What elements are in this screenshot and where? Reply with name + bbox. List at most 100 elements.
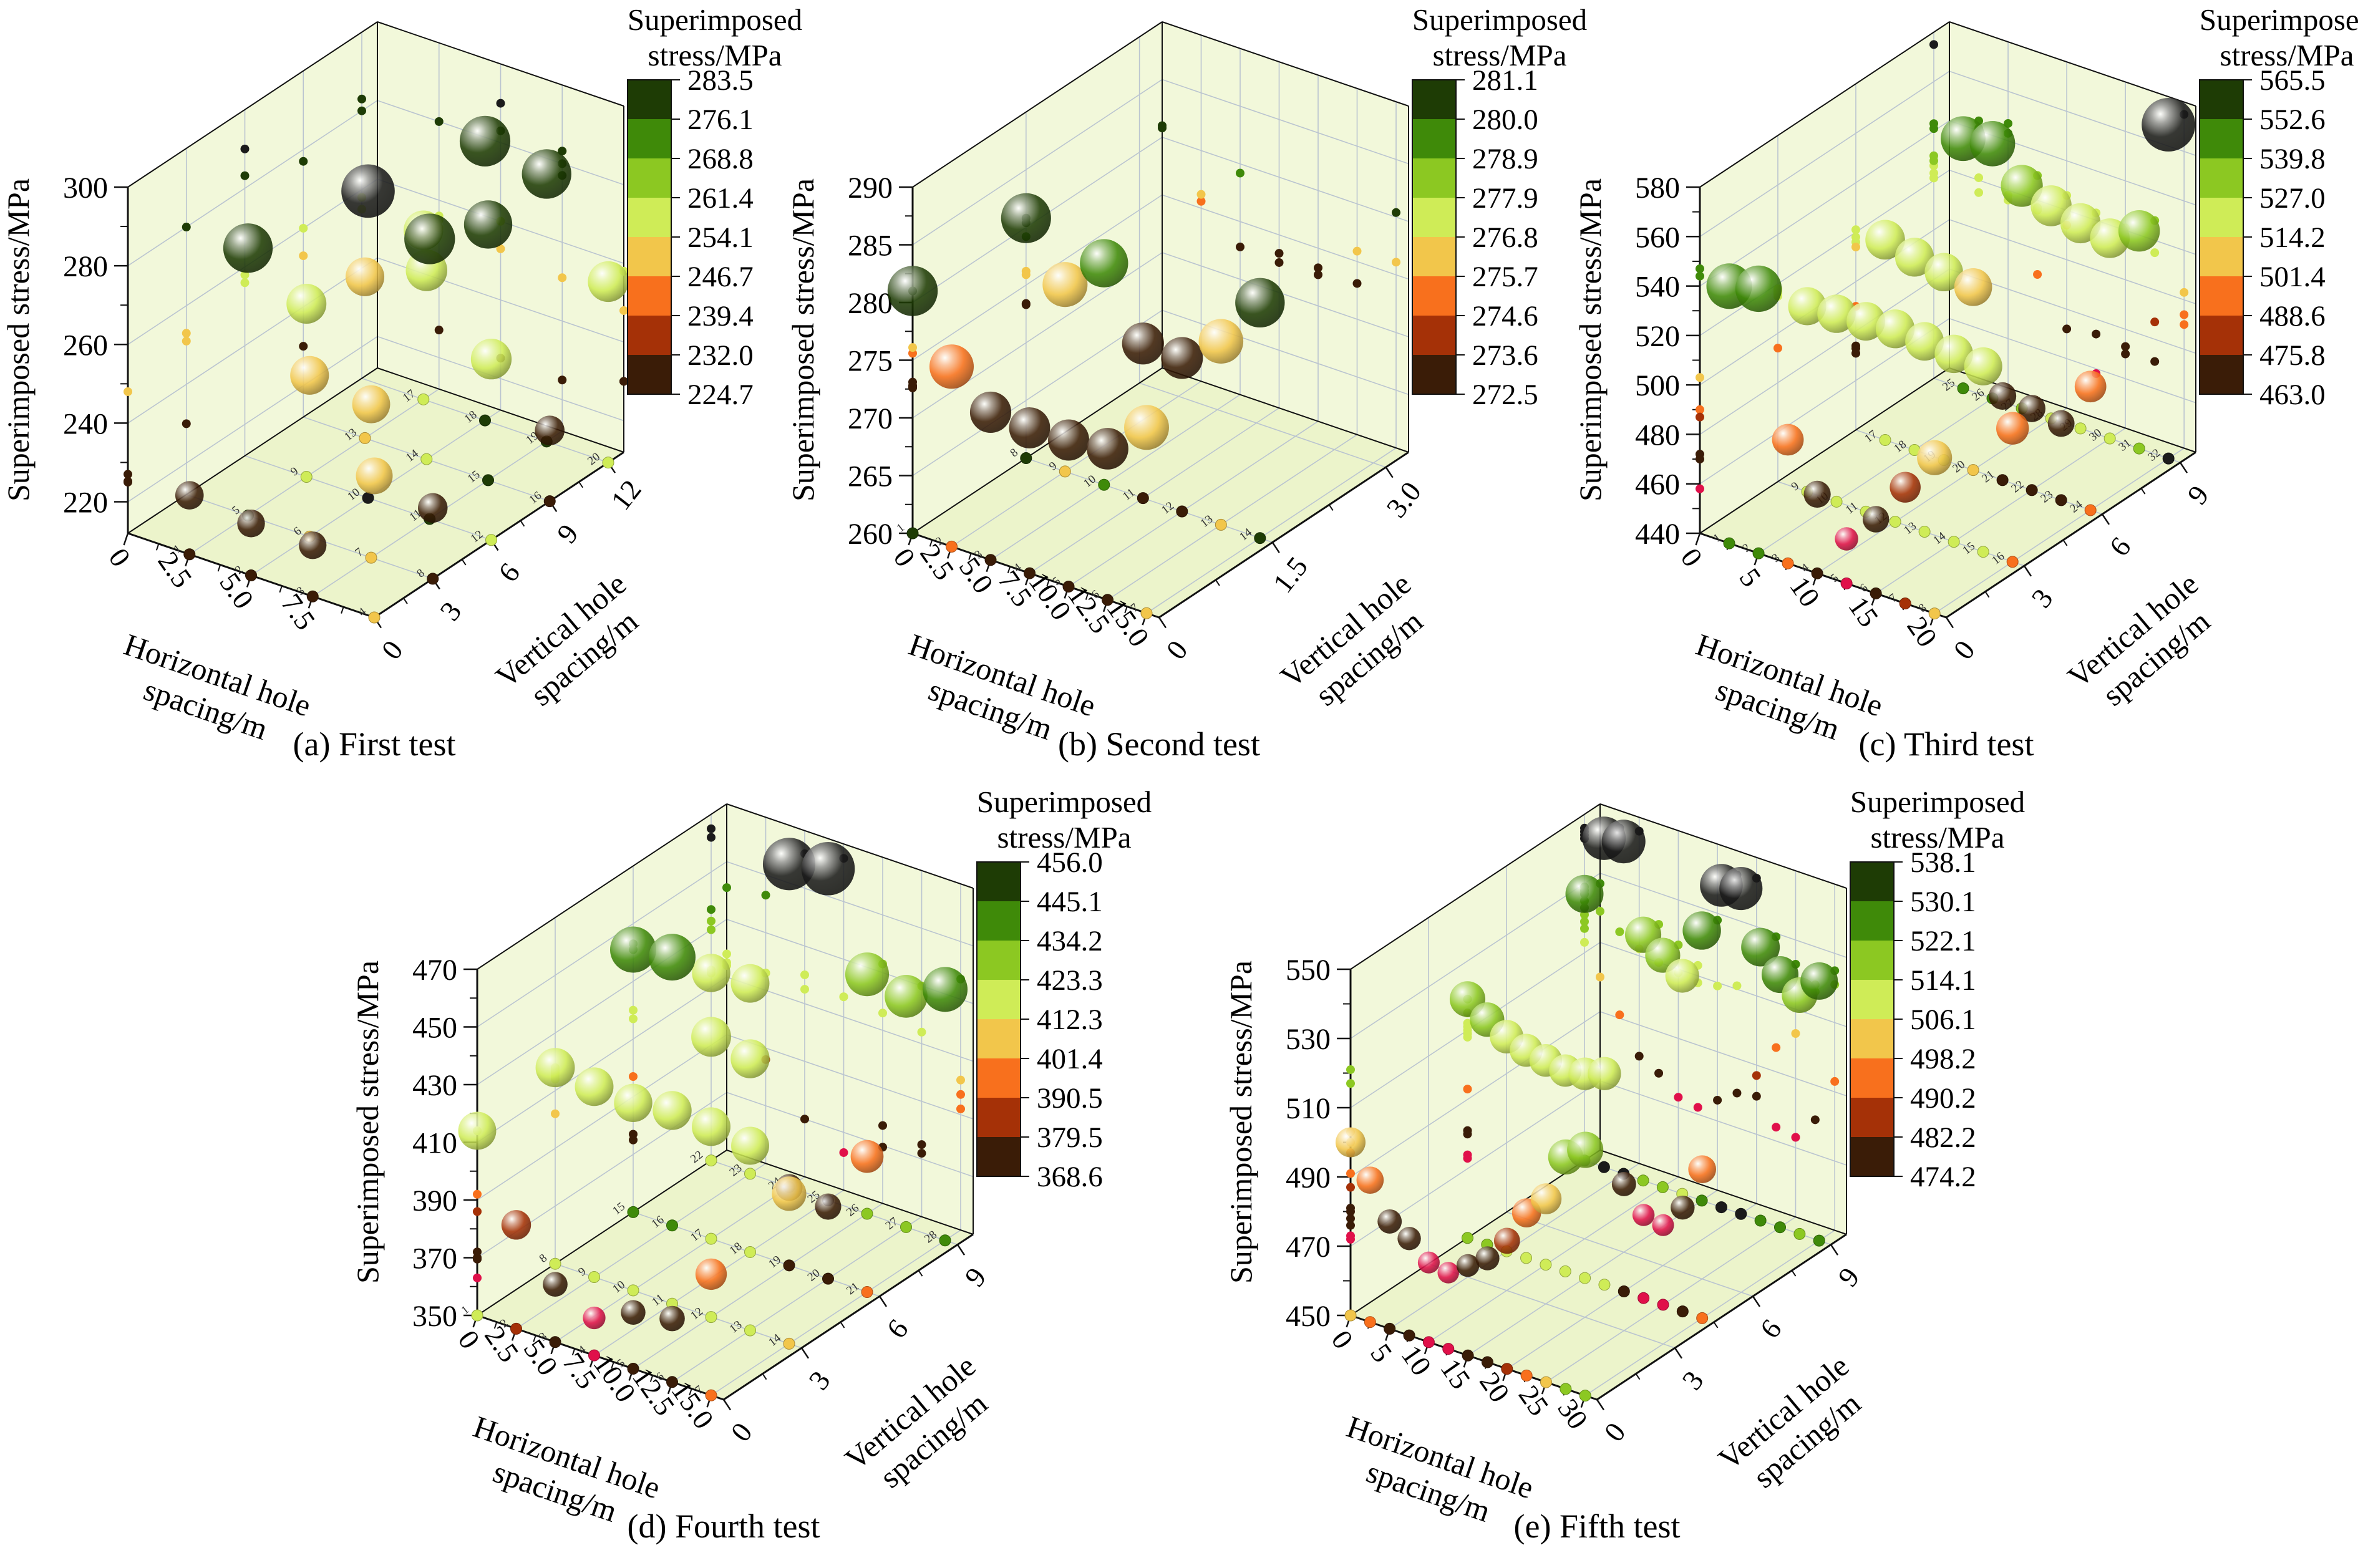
bubble	[614, 1083, 653, 1122]
colorbar-band	[2200, 119, 2243, 158]
bubble	[1788, 287, 1827, 326]
wall-projection-dot	[1696, 271, 1704, 281]
colorbar-band	[1850, 980, 1894, 1019]
wall-projection-dot	[1346, 1183, 1355, 1192]
wall-projection-dot	[1274, 258, 1284, 267]
bubble	[1475, 1246, 1500, 1270]
bubble	[341, 164, 395, 218]
wall-projection-dot	[473, 1273, 482, 1282]
bubble	[887, 266, 938, 316]
bubble	[621, 1300, 646, 1325]
floor-projection-dot	[1520, 1252, 1533, 1264]
grid-line	[477, 976, 727, 1143]
bubble	[175, 481, 204, 510]
floor-projection-dot	[183, 548, 196, 561]
colorbar-band	[628, 158, 671, 198]
wall-projection-dot	[2180, 288, 2189, 297]
wall-projection-dot	[182, 223, 191, 232]
grid-line	[1699, 170, 1950, 336]
wall-projection-dot	[1346, 1065, 1355, 1074]
y-tick-label: 9	[551, 518, 585, 549]
wall-projection-dot	[1580, 937, 1589, 947]
bubble	[522, 149, 571, 199]
colorbar-band	[1412, 237, 1456, 276]
panel-first-test: 0 2.5 5.0 7.5 0 3 6 9 12 220 240 260 280 300 Horizonta…	[0, 0, 836, 786]
bubble	[1735, 265, 1782, 312]
edge	[477, 803, 727, 970]
grid-line	[633, 1203, 883, 1370]
colorbar-band	[977, 941, 1021, 980]
floor-projection-dot	[1540, 1376, 1552, 1388]
bubble	[2001, 165, 2043, 207]
colorbar-label: 565.5	[2259, 64, 2326, 97]
wall-projection-dot	[707, 824, 716, 833]
z-tick-label: 265	[848, 460, 893, 493]
colorbar-band	[2200, 276, 2243, 316]
floor-projection-dot	[1889, 515, 1901, 528]
bubble	[286, 284, 327, 324]
colorbar-band	[1412, 119, 1456, 158]
colorbar-label: 488.6	[2259, 300, 2326, 332]
z-axis-title: Superimposed stress/MPa	[350, 961, 385, 1284]
floor-projection-dot	[1752, 547, 1765, 559]
floor-projection-dot	[1422, 1336, 1435, 1348]
colorbar-band	[1412, 80, 1456, 119]
wall-projection-dot	[1236, 168, 1244, 178]
grid-line	[1428, 1176, 1679, 1343]
floor-projection-dot	[783, 1337, 795, 1350]
colorbar-label: 527.0	[2259, 182, 2326, 215]
floor-projection-dot	[900, 1221, 912, 1233]
bubble	[345, 257, 385, 296]
colorbar-label: 501.4	[2259, 261, 2326, 293]
wall-projection-dot	[473, 1254, 482, 1264]
bubble-chart-fourth-test: 02.55.07.510.012.515.0 036935037039041043…	[350, 785, 1152, 1529]
wall-projection-dot	[1696, 373, 1704, 382]
bubble	[1198, 319, 1244, 364]
bubble	[535, 1048, 575, 1088]
bubble	[1080, 239, 1128, 288]
bubble	[1772, 423, 1804, 456]
colorbar-label: 272.5	[1472, 379, 1538, 411]
wall-projection-dot	[1463, 1022, 1472, 1032]
minor-tick	[1328, 504, 1334, 511]
grid-line	[1699, 120, 1950, 287]
floor-projection-dot	[705, 1389, 717, 1401]
minor-tick	[1984, 591, 1990, 598]
bubble	[1009, 407, 1050, 448]
wall-projection-dot	[2121, 342, 2130, 351]
grid-line	[1162, 194, 1409, 280]
wall-projection-dot	[434, 117, 444, 126]
y-tick-label: 6	[1754, 1313, 1787, 1344]
bubble	[969, 391, 1012, 433]
wall-projection-dot	[434, 326, 444, 335]
bubble	[418, 493, 448, 523]
bubble	[692, 954, 730, 992]
wall-projection-dot	[1346, 1214, 1355, 1223]
wall-projection-dot	[908, 343, 917, 352]
wall-projection-dot	[1596, 907, 1604, 916]
colorbar-label: 390.5	[1037, 1082, 1103, 1115]
wall-projection-dot	[1352, 279, 1362, 288]
wall-projection-dot	[1392, 258, 1400, 267]
edge	[377, 21, 624, 107]
y-tick-label: 9	[2181, 480, 2215, 511]
floor-projection-dot	[627, 1284, 639, 1297]
floor-projection-dot	[1364, 1316, 1376, 1328]
bubble	[1817, 294, 1856, 333]
colorbar-label: 274.6	[1472, 300, 1538, 332]
bubble	[237, 510, 265, 538]
y-axis-line	[374, 451, 624, 619]
floor-projection-dot	[2162, 452, 2175, 465]
grid-line	[1875, 427, 2126, 594]
colorbar-label: 276.1	[687, 104, 754, 136]
y-tick-label: 3	[1676, 1365, 1709, 1396]
bubbles	[458, 838, 968, 1332]
wall-projection-dot	[1021, 300, 1031, 309]
tick	[1945, 617, 1954, 629]
bubble	[1235, 278, 1285, 327]
bubble	[583, 1306, 606, 1330]
floor-projection-dot	[245, 569, 257, 581]
colorbar-band	[2200, 355, 2243, 394]
wall-projection-dot	[956, 1075, 965, 1085]
